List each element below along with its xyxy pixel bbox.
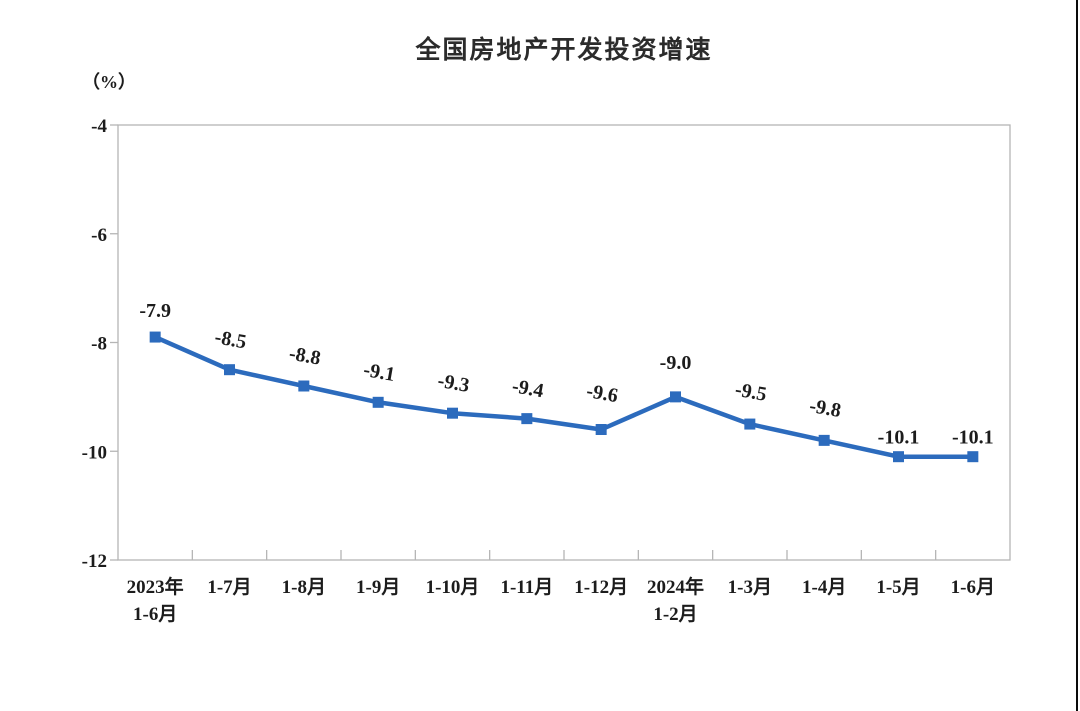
data-point-marker bbox=[967, 451, 979, 463]
data-point-label: -10.1 bbox=[878, 427, 920, 449]
x-tick-label: 1-9月 bbox=[356, 577, 400, 598]
data-point-label: -9.6 bbox=[585, 380, 620, 407]
y-axis-unit-label: （%） bbox=[82, 72, 136, 92]
data-point-marker bbox=[372, 396, 384, 408]
x-tick-label: 1-11月 bbox=[500, 577, 553, 598]
x-tick-label: 2023年 bbox=[127, 575, 184, 598]
data-point-marker bbox=[893, 451, 904, 463]
data-point-marker bbox=[818, 434, 830, 446]
x-tick-label: 1-4月 bbox=[802, 577, 846, 598]
x-tick-label: 1-12月 bbox=[574, 577, 628, 598]
x-tick-label: 2024年 bbox=[647, 575, 704, 598]
chart-title: 全国房地产开发投资增速 bbox=[415, 36, 713, 64]
y-tick-label: -6 bbox=[91, 225, 107, 246]
x-tick-label: 1-10月 bbox=[426, 577, 480, 598]
x-tick-label: 1-6月 bbox=[133, 604, 177, 625]
data-point-marker bbox=[744, 418, 756, 430]
data-point-label: -9.8 bbox=[808, 395, 843, 422]
x-tick-label: 1-3月 bbox=[728, 577, 772, 598]
data-point-label: -10.1 bbox=[952, 427, 994, 449]
data-point-marker bbox=[447, 407, 458, 419]
y-tick-label: -8 bbox=[91, 334, 107, 355]
x-tick-label: 1-2月 bbox=[653, 604, 697, 625]
data-point-label: -9.5 bbox=[733, 379, 768, 406]
data-point-marker bbox=[149, 331, 161, 343]
y-tick-label: -10 bbox=[82, 442, 107, 463]
data-point-marker bbox=[670, 391, 681, 403]
data-point-marker bbox=[224, 364, 235, 376]
y-tick-label: -12 bbox=[82, 551, 107, 572]
right-edge-border bbox=[1076, 0, 1078, 711]
x-tick-label: 1-6月 bbox=[951, 577, 995, 598]
data-point-marker bbox=[298, 380, 310, 392]
trend-line bbox=[152, 334, 976, 459]
plot-area bbox=[117, 124, 1011, 561]
x-tick-label: 1-5月 bbox=[876, 577, 920, 598]
x-tick-label: 1-8月 bbox=[282, 577, 326, 598]
data-point-label: -8.8 bbox=[287, 343, 322, 370]
data-point-label: -9.4 bbox=[510, 375, 545, 402]
data-point-label: -9.1 bbox=[362, 359, 397, 386]
data-point-marker bbox=[521, 413, 533, 425]
x-tick-label: 1-7月 bbox=[207, 577, 251, 598]
y-tick-label: -4 bbox=[91, 116, 107, 137]
data-point-label: -8.5 bbox=[213, 326, 248, 353]
data-point-label: -9.3 bbox=[436, 370, 471, 397]
data-point-label: -9.0 bbox=[660, 352, 692, 374]
data-point-marker bbox=[595, 424, 607, 435]
data-point-label: -7.9 bbox=[139, 300, 171, 322]
